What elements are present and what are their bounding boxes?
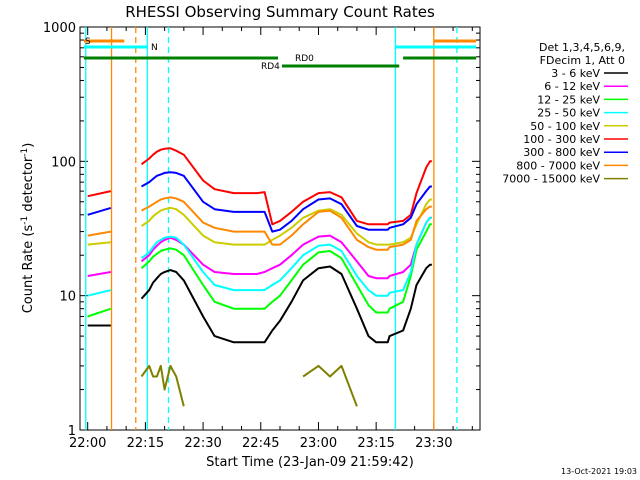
legend-header-1: Det 1,3,4,5,6,9, [539,41,625,54]
y-tick-label: 10 [59,290,76,305]
x-tick-label: 23:15 [357,436,394,451]
series-line [140,364,358,407]
attenuator-label: S [85,37,91,47]
chart-title: RHESSI Observing Summary Count Rates [125,3,435,21]
legend-label: 50 - 100 keV [530,120,600,133]
legend-header-2: FDecim 1, Att 0 [540,54,625,67]
decimation-label: RD0 [295,54,314,64]
series-line [87,263,432,344]
legend-label: 6 - 12 keV [544,80,600,93]
x-tick-label: 23:30 [415,436,452,451]
y-tick-label: 1000 [43,21,76,36]
series-line [87,216,432,297]
series-line [87,171,432,233]
state-markers: S N RD4 RD0 [83,27,477,430]
legend-label: 800 - 7000 keV [516,159,600,172]
footer-timestamp: 13-Oct-2021 19:03 [561,467,637,476]
y-tick-label: 1 [68,424,76,439]
legend-label: 100 - 300 keV [523,133,600,146]
legend-label: 3 - 6 keV [551,67,600,80]
x-axis-title: Start Time (23-Jan-09 21:59:42) [206,455,414,470]
decimation-label: RD4 [261,62,280,72]
series-line [87,216,432,280]
x-tick-label: 22:30 [184,436,221,451]
night-label: N [151,43,158,53]
series-lines [87,147,432,407]
y-tick-label: 100 [51,155,76,170]
legend-label: 12 - 25 keV [537,93,600,106]
y-axis: 1 10 100 1000 [43,21,480,439]
series-line [87,198,432,246]
legend-label: 300 - 800 keV [523,146,600,159]
series-line [87,223,432,318]
x-tick-label: 22:00 [69,436,106,451]
legend: Det 1,3,4,5,6,9, FDecim 1, Att 0 3 - 6 k… [502,41,628,186]
x-tick-label: 22:45 [242,436,279,451]
x-tick-label: 22:15 [127,436,164,451]
x-axis: 22:00 22:15 22:30 22:45 23:00 23:15 23:30 [69,27,473,451]
y-axis-title: Count Rate (s-1 detector-1) [20,143,36,314]
x-tick-label: 23:00 [300,436,337,451]
legend-label: 25 - 50 keV [537,107,600,120]
legend-label: 7000 - 15000 keV [502,173,600,186]
series-line [87,147,432,226]
series-line [87,196,432,251]
